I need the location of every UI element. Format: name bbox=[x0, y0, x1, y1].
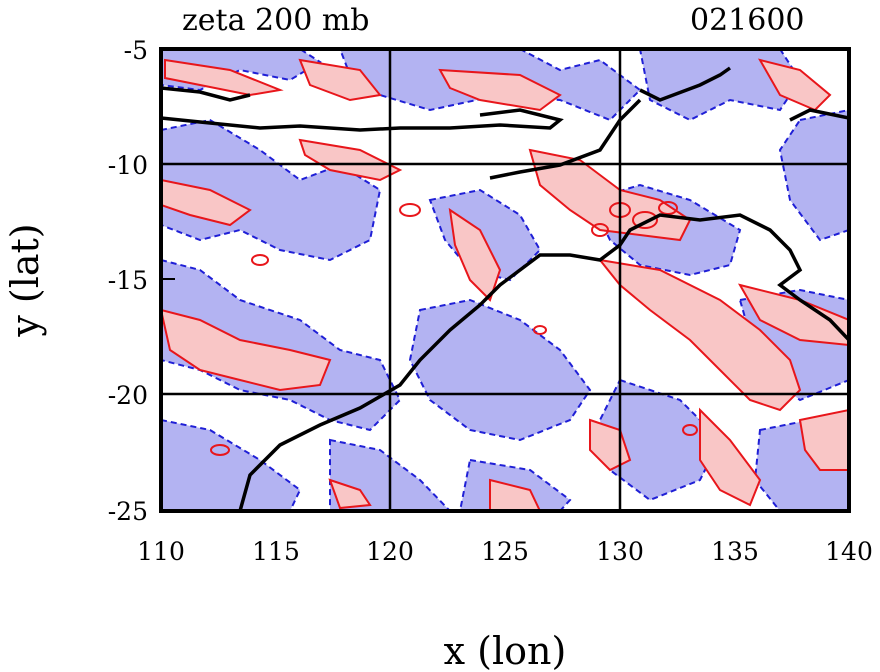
x-axis-label: x (lon) bbox=[444, 629, 567, 672]
y-axis: -5 -10 -15 -20 -25 bbox=[108, 36, 175, 526]
y-axis-label: y (lat) bbox=[3, 223, 47, 337]
y-tick-label: -5 bbox=[124, 36, 148, 65]
x-tick-label: 115 bbox=[252, 537, 300, 566]
x-tick-label: 130 bbox=[596, 537, 644, 566]
x-tick-label: 110 bbox=[137, 537, 185, 566]
x-axis: 110 115 120 125 130 135 140 bbox=[137, 537, 873, 566]
y-tick-label: -20 bbox=[108, 381, 148, 410]
y-tick-label: -15 bbox=[108, 266, 148, 295]
x-tick-label: 125 bbox=[481, 537, 529, 566]
x-tick-label: 140 bbox=[825, 537, 873, 566]
x-tick-label: 135 bbox=[711, 537, 759, 566]
title-left: zeta 200 mb bbox=[182, 3, 370, 38]
x-tick-label: 120 bbox=[366, 537, 414, 566]
title-right: 021600 bbox=[690, 3, 805, 38]
lat-lon-grid bbox=[161, 49, 849, 511]
positive-vorticity-regions bbox=[161, 58, 849, 511]
y-tick-label: -10 bbox=[108, 151, 148, 180]
plot-area bbox=[161, 49, 849, 511]
y-tick-label: -25 bbox=[108, 497, 148, 526]
coastline bbox=[161, 66, 849, 511]
